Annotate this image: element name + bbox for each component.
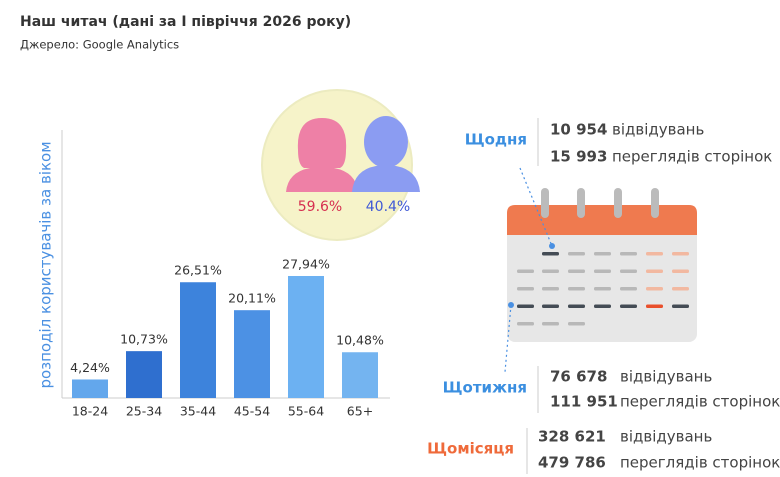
x-tick-label: 45-54 xyxy=(234,404,270,419)
calendar-dash xyxy=(620,269,637,273)
monthly-views: 479 786 xyxy=(538,454,606,472)
calendar xyxy=(504,167,697,373)
calendar-dash xyxy=(568,269,585,273)
weekly-label: Щотижня xyxy=(443,379,527,397)
monthly-visits-word: відвідувань xyxy=(620,428,712,446)
calendar-dash xyxy=(672,287,689,291)
calendar-dash xyxy=(568,322,585,326)
weekly-visits-word: відвідувань xyxy=(620,368,712,386)
calendar-dash xyxy=(594,304,611,308)
daily-views-word: переглядів сторінок xyxy=(612,148,772,166)
bar xyxy=(72,379,108,398)
calendar-dash xyxy=(542,322,559,326)
title: Наш читач (дані за І півріччя 2026 року) xyxy=(20,14,351,30)
female-share: 59.6% xyxy=(298,199,342,215)
monthly-label: Щомісяця xyxy=(427,440,514,458)
value-label: 20,11% xyxy=(228,291,276,306)
calendar-dash xyxy=(672,304,689,308)
calendar-dash xyxy=(646,304,663,308)
calendar-dash xyxy=(620,252,637,256)
calendar-dash xyxy=(594,269,611,273)
calendar-dash xyxy=(594,252,611,256)
bar xyxy=(342,352,378,398)
x-tick-label: 18-24 xyxy=(72,404,108,419)
calendar-dash xyxy=(646,252,663,256)
calendar-dash xyxy=(517,304,534,308)
calendar-dash xyxy=(542,269,559,273)
daily-visits: 10 954 xyxy=(550,121,607,139)
value-label: 4,24% xyxy=(70,360,110,375)
calendar-dash xyxy=(672,269,689,273)
male-icon xyxy=(352,116,420,192)
calendar-dash xyxy=(517,287,534,291)
value-label: 26,51% xyxy=(174,263,222,278)
x-tick-label: 55-64 xyxy=(288,404,324,419)
weekly-views-word: переглядів сторінок xyxy=(620,393,780,411)
calendar-dash xyxy=(568,252,585,256)
y-axis-label: розподіл користувачів за віком xyxy=(37,141,55,388)
source: Джерело: Google Analytics xyxy=(20,38,179,52)
calendar-dash xyxy=(542,287,559,291)
value-label: 10,73% xyxy=(120,332,168,347)
daily-visits-word: відвідувань xyxy=(612,121,704,139)
calendar-dash xyxy=(646,269,663,273)
calendar-dash xyxy=(620,287,637,291)
weekly-visits: 76 678 xyxy=(550,368,607,386)
male-share: 40.4% xyxy=(366,199,410,215)
daily-views: 15 993 xyxy=(550,148,607,166)
value-label: 27,94% xyxy=(282,256,330,271)
monthly-visits: 328 621 xyxy=(538,428,606,446)
calendar-dash xyxy=(672,252,689,256)
calendar-dash xyxy=(646,287,663,291)
bar xyxy=(288,275,324,398)
x-tick-label: 35-44 xyxy=(180,404,216,419)
calendar-dash xyxy=(620,304,637,308)
calendar-dash xyxy=(542,252,559,256)
x-tick-label: 25-34 xyxy=(126,404,162,419)
female-icon xyxy=(286,118,358,192)
monthly-views-word: переглядів сторінок xyxy=(620,454,780,472)
calendar-dash xyxy=(517,269,534,273)
calendar-dash xyxy=(568,304,585,308)
calendar-dash xyxy=(568,287,585,291)
bar xyxy=(180,282,216,398)
daily-label: Щодня xyxy=(465,131,527,149)
value-label: 10,48% xyxy=(336,333,384,348)
weekly-views: 111 951 xyxy=(550,393,618,411)
calendar-dash xyxy=(517,322,534,326)
calendar-dash xyxy=(594,287,611,291)
x-tick-label: 65+ xyxy=(347,404,373,419)
bar xyxy=(234,310,270,398)
bar xyxy=(126,351,162,398)
calendar-dash xyxy=(542,304,559,308)
